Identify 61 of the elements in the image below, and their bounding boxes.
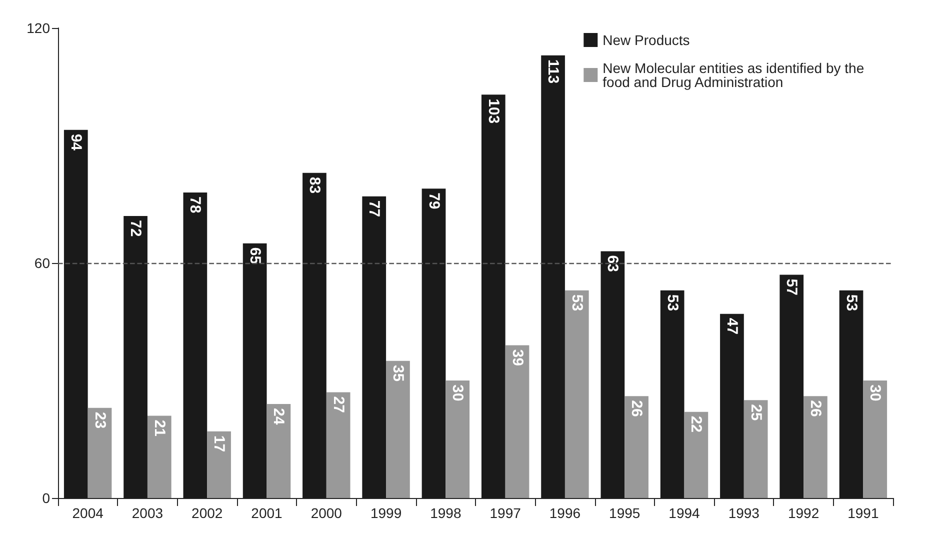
data-label: 27	[330, 396, 347, 413]
bar	[266, 404, 291, 498]
bar	[386, 360, 410, 498]
data-label: 79	[425, 192, 442, 210]
data-label: 53	[842, 294, 860, 312]
x-tick-label: 2003	[132, 505, 164, 521]
x-tick-label: 1994	[668, 505, 700, 521]
data-label: 17	[210, 435, 228, 452]
bar	[744, 400, 768, 498]
x-tick-label: 1995	[609, 505, 640, 521]
bar	[88, 408, 112, 498]
data-label: 35	[389, 364, 406, 382]
data-label: 77	[366, 200, 383, 218]
data-label: 103	[484, 98, 502, 124]
y-tick-label: 60	[34, 255, 50, 271]
x-tick-label: 1999	[370, 505, 402, 521]
bar	[147, 416, 172, 498]
x-tick-label: 2000	[310, 505, 342, 521]
data-label: 30	[866, 384, 884, 402]
x-tick-label: 1993	[728, 505, 760, 521]
data-label: 53	[568, 294, 586, 312]
data-label: 113	[544, 59, 562, 84]
data-label: 65	[246, 247, 264, 264]
bar	[863, 380, 888, 498]
x-tick-label: 1997	[490, 505, 522, 521]
data-label: 24	[270, 408, 288, 426]
x-tick-label: 1996	[549, 505, 581, 521]
data-label: 47	[723, 318, 740, 335]
bar	[804, 396, 828, 498]
y-tick-label: 0	[42, 490, 50, 506]
bar	[564, 290, 589, 498]
x-tick-label: 2001	[251, 505, 283, 521]
x-tick-label: 1992	[788, 505, 820, 521]
data-label: 72	[127, 220, 144, 237]
bar	[624, 396, 648, 498]
x-tick-label: 2004	[72, 505, 104, 521]
data-label: 25	[747, 404, 764, 421]
bar	[207, 431, 231, 498]
data-label: 30	[449, 384, 466, 402]
bar	[326, 392, 350, 498]
data-label: 22	[688, 416, 705, 433]
bar	[505, 345, 530, 498]
legend-label: New Molecular entities as identified by the food and Drug Administration	[602, 60, 868, 90]
bar	[446, 380, 470, 498]
x-tick-label: 1998	[430, 505, 462, 521]
data-label: 21	[150, 420, 168, 436]
data-label: 23	[91, 412, 108, 429]
data-label: 26	[806, 400, 824, 417]
x-tick-label: 1991	[848, 505, 879, 521]
data-label: 57	[783, 278, 800, 296]
data-label: 63	[604, 255, 622, 272]
data-label: 94	[67, 134, 84, 152]
data-label: 83	[306, 176, 323, 194]
bar	[684, 412, 708, 498]
data-label: 39	[508, 349, 526, 366]
y-tick-label: 120	[26, 20, 50, 36]
legend-label: New Products	[602, 32, 690, 48]
data-label: 26	[628, 400, 646, 417]
data-label: 53	[664, 294, 681, 312]
x-tick-label: 2002	[192, 505, 223, 521]
data-label: 78	[186, 196, 204, 214]
